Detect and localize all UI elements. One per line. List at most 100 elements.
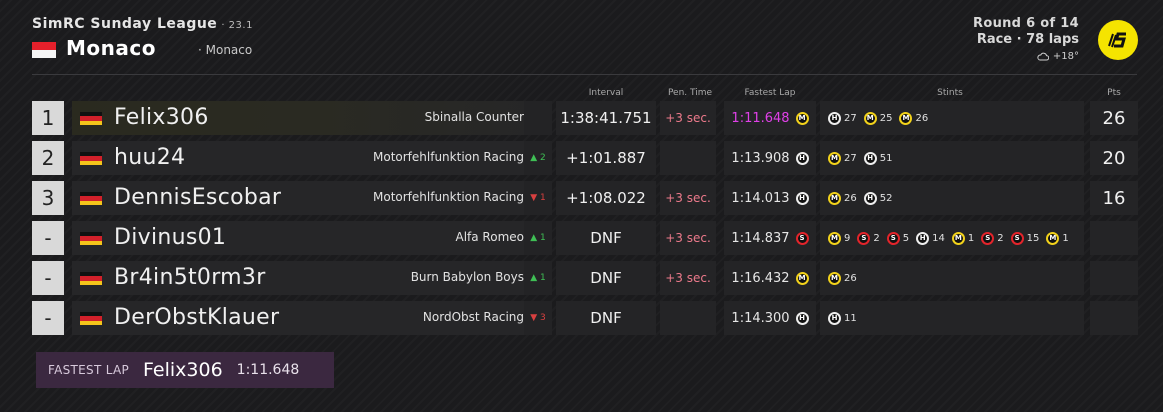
stints: M 26 H 52 bbox=[820, 181, 1084, 215]
penalty-time: +3 sec. bbox=[660, 221, 716, 255]
fastest-lap-time: 1:11.648 bbox=[731, 110, 790, 126]
position: 3 bbox=[32, 181, 64, 215]
fastest-lap: 1:14.300 H bbox=[724, 301, 816, 335]
fastest-lap: 1:11.648 M bbox=[724, 101, 816, 135]
stint: M 25 bbox=[863, 111, 893, 125]
driver-name: DerObstKlauer bbox=[114, 305, 280, 330]
tyre-medium-icon: M bbox=[795, 111, 809, 125]
interval: 1:38:41.751 bbox=[556, 101, 656, 135]
tyre-hard-icon: H bbox=[916, 231, 930, 245]
points bbox=[1090, 261, 1138, 295]
table-row[interactable]: 1 Felix306 Sbinalla Counter 1:38:41.751 +3 s… bbox=[32, 101, 1138, 135]
table-row[interactable]: 2 huu24 Motorfehlfunktion Racing ▲ 2 +1:01.8… bbox=[32, 141, 1138, 175]
stint: H 11 bbox=[828, 311, 857, 325]
fastest-lap-driver: Felix306 bbox=[143, 359, 223, 381]
driver-name: Br4in5t0rm3r bbox=[114, 265, 266, 290]
tyre-hard-icon: H bbox=[795, 151, 809, 165]
tyre-hard-icon: H bbox=[828, 311, 841, 325]
col-pts: Pts bbox=[1107, 88, 1121, 98]
stint-laps: 27 bbox=[844, 152, 857, 164]
header: SimRC Sunday League · 23.1 Monaco · Monac… bbox=[0, 0, 1163, 78]
table-row[interactable]: - DerObstKlauer NordObst Racing ▼ 3 DNF 1:14.… bbox=[32, 301, 1138, 335]
track-name: Monaco bbox=[66, 36, 156, 60]
penalty-time bbox=[660, 301, 716, 335]
interval: DNF bbox=[556, 221, 656, 255]
tyre-medium-icon: M bbox=[828, 231, 841, 245]
driver-name: Felix306 bbox=[114, 105, 209, 130]
tyre-medium-icon: M bbox=[1046, 231, 1060, 245]
position: - bbox=[32, 221, 64, 255]
germany-flag-icon bbox=[80, 192, 102, 205]
stint: H 14 bbox=[916, 231, 945, 245]
stint: M 26 bbox=[899, 111, 929, 125]
fastest-lap-time: 1:14.837 bbox=[731, 230, 790, 246]
stints: H 11 bbox=[820, 301, 1084, 335]
driver-cell: Felix306 Sbinalla Counter bbox=[72, 101, 552, 135]
position-delta: ▲ 1 bbox=[524, 221, 552, 255]
points: 20 bbox=[1090, 141, 1138, 175]
stint: M 26 bbox=[828, 191, 857, 205]
stint-laps: 27 bbox=[844, 112, 857, 124]
stint-laps: 14 bbox=[932, 232, 945, 244]
tyre-hard-icon: H bbox=[863, 151, 877, 165]
tyre-hard-icon: H bbox=[828, 111, 841, 125]
league-name: SimRC Sunday League bbox=[32, 16, 218, 32]
stint-laps: 15 bbox=[1026, 232, 1040, 244]
weather: +18° bbox=[1037, 51, 1079, 62]
league-logo-icon bbox=[1098, 20, 1138, 60]
tyre-medium-icon: M bbox=[828, 151, 841, 165]
position-delta: ▼ 1 bbox=[524, 181, 552, 215]
stint-laps: 1 bbox=[1062, 232, 1069, 244]
stint-laps: 26 bbox=[915, 112, 929, 124]
germany-flag-icon bbox=[80, 272, 102, 285]
monaco-flag-icon bbox=[32, 42, 56, 58]
stint: H 27 bbox=[828, 111, 857, 125]
stint-laps: 5 bbox=[902, 232, 910, 244]
table-row[interactable]: 3 DennisEscobar Motorfehlfunktion Racing ▼ … bbox=[32, 181, 1138, 215]
germany-flag-icon bbox=[80, 112, 102, 125]
stints: M 27 H 51 bbox=[820, 141, 1084, 175]
position-delta: ▲ 1 bbox=[524, 261, 552, 295]
stint-laps: 26 bbox=[844, 192, 857, 204]
team-name: Burn Babylon Boys bbox=[410, 270, 524, 284]
fastest-lap: 1:14.837 S bbox=[724, 221, 816, 255]
tyre-soft-icon: S bbox=[795, 231, 809, 245]
tyre-medium-icon: M bbox=[899, 111, 913, 125]
stint: H 51 bbox=[863, 151, 893, 165]
table-row[interactable]: - Divinus01 Alfa Romeo ▲ 1 DNF +3 sec. 1:14.83… bbox=[32, 221, 1138, 255]
points bbox=[1090, 221, 1138, 255]
position-delta: ▼ 3 bbox=[524, 301, 552, 335]
position: 2 bbox=[32, 141, 64, 175]
fastest-lap: 1:14.013 H bbox=[724, 181, 816, 215]
fastest-lap-time: 1:11.648 bbox=[236, 362, 300, 378]
fastest-lap-time: 1:16.432 bbox=[731, 270, 790, 286]
track-location: · Monaco bbox=[198, 43, 253, 57]
stint-laps: 51 bbox=[879, 152, 893, 164]
stint: H 52 bbox=[863, 191, 893, 205]
col-fastest-lap: Fastest Lap bbox=[744, 88, 796, 98]
tyre-medium-icon: M bbox=[951, 231, 965, 245]
stint: S 15 bbox=[1010, 231, 1040, 245]
tyre-hard-icon: H bbox=[863, 191, 877, 205]
stint-laps: 25 bbox=[879, 112, 893, 124]
penalty-time: +3 sec. bbox=[660, 101, 716, 135]
stint-laps: 52 bbox=[879, 192, 893, 204]
tyre-soft-icon: S bbox=[857, 231, 871, 245]
penalty-time: +3 sec. bbox=[660, 261, 716, 295]
stint-laps: 11 bbox=[844, 312, 857, 324]
points: 26 bbox=[1090, 101, 1138, 135]
stints: M 26 bbox=[820, 261, 1084, 295]
germany-flag-icon bbox=[80, 152, 102, 165]
temperature: +18° bbox=[1052, 51, 1079, 62]
driver-cell: huu24 Motorfehlfunktion Racing bbox=[72, 141, 552, 175]
position: - bbox=[32, 301, 64, 335]
position: - bbox=[32, 261, 64, 295]
points: 16 bbox=[1090, 181, 1138, 215]
table-row[interactable]: - Br4in5t0rm3r Burn Babylon Boys ▲ 1 DNF +3 s… bbox=[32, 261, 1138, 295]
stints: M 9 S 2 S 5 H 14 M 1 S 2 S 15 M 1 bbox=[820, 221, 1084, 255]
driver-name: DennisEscobar bbox=[114, 185, 282, 210]
